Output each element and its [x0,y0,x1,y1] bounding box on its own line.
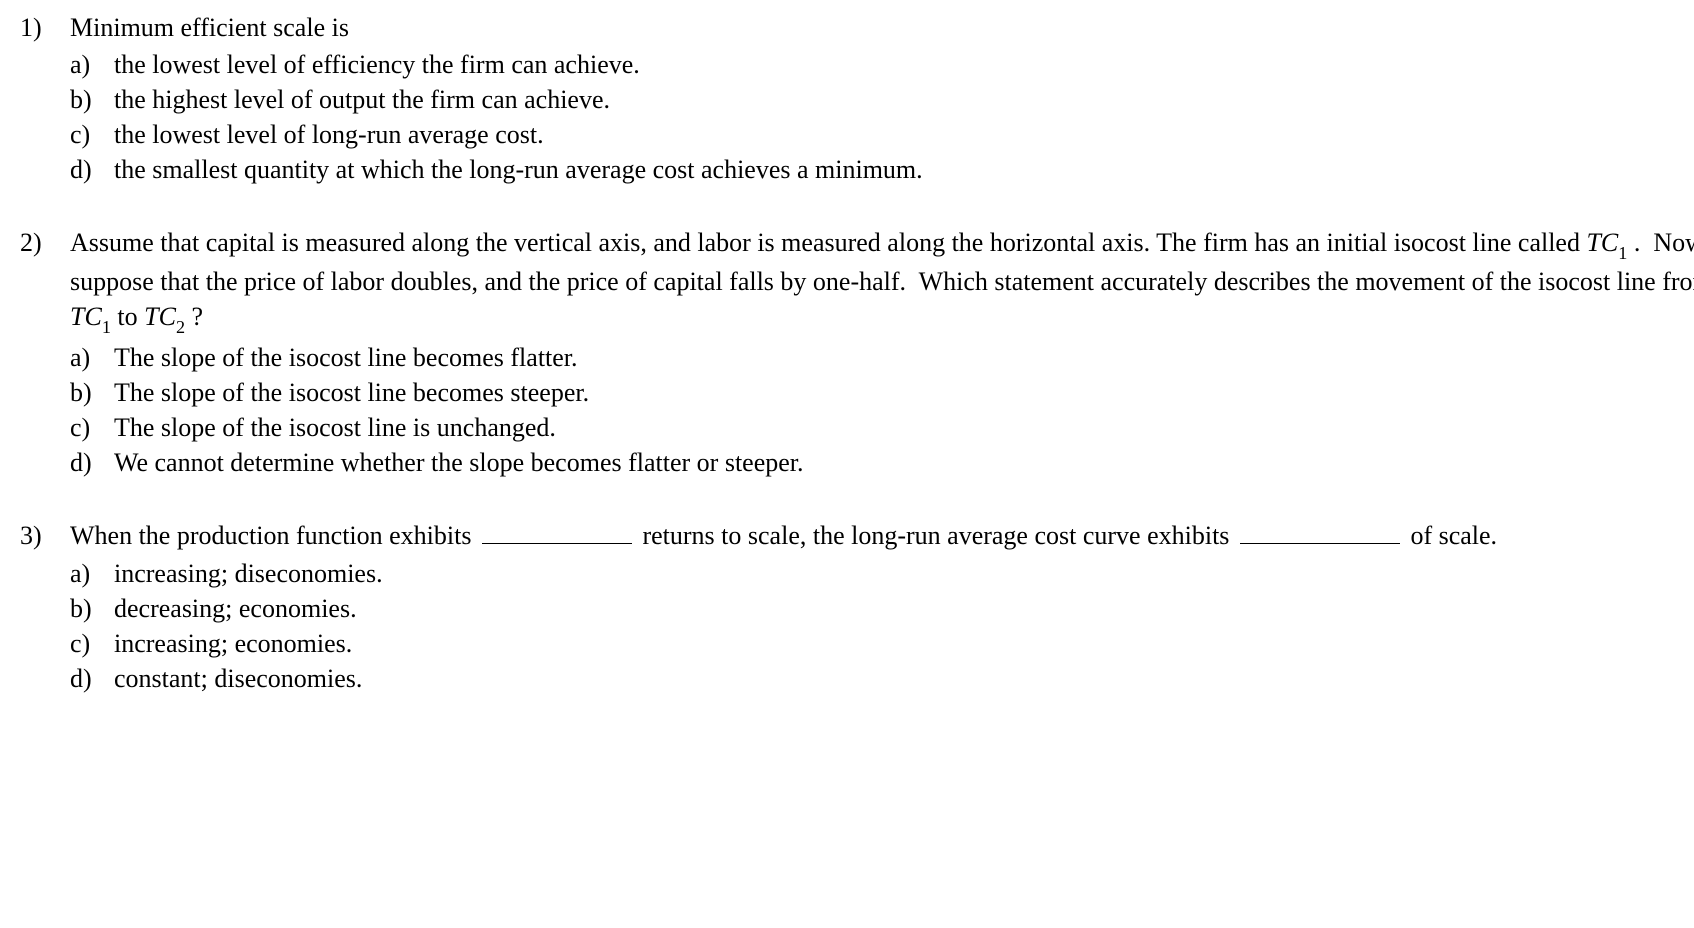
question-2: 2) Assume that capital is measured along… [20,225,1694,480]
option-d: d) constant; diseconomies. [70,661,1694,696]
option-a: a) the lowest level of efficiency the fi… [70,47,1694,82]
option-text: the smallest quantity at which the long-… [114,152,1694,187]
option-letter: d) [70,152,114,187]
option-letter: a) [70,556,114,591]
options-list: a) the lowest level of efficiency the fi… [20,47,1694,187]
option-c: c) increasing; economies. [70,626,1694,661]
option-text: We cannot determine whether the slope be… [114,445,1694,480]
option-text: The slope of the isocost line becomes fl… [114,340,1694,375]
option-text: The slope of the isocost line becomes st… [114,375,1694,410]
option-text: increasing; economies. [114,626,1694,661]
option-letter: d) [70,661,114,696]
option-text: the lowest level of long-run average cos… [114,117,1694,152]
option-c: c) The slope of the isocost line is unch… [70,410,1694,445]
option-text: constant; diseconomies. [114,661,1694,696]
question-stem-row: 2) Assume that capital is measured along… [20,225,1694,338]
option-text: decreasing; economies. [114,591,1694,626]
option-text: the lowest level of efficiency the firm … [114,47,1694,82]
question-stem-row: 1) Minimum efficient scale is [20,10,1694,45]
option-b: b) The slope of the isocost line becomes… [70,375,1694,410]
option-letter: a) [70,340,114,375]
question-1: 1) Minimum efficient scale is a) the low… [20,10,1694,187]
options-list: a) increasing; diseconomies. b) decreasi… [20,556,1694,696]
option-a: a) The slope of the isocost line becomes… [70,340,1694,375]
option-letter: c) [70,117,114,152]
question-number: 3) [20,518,70,553]
question-number: 2) [20,225,70,260]
option-a: a) increasing; diseconomies. [70,556,1694,591]
options-list: a) The slope of the isocost line becomes… [20,340,1694,480]
question-stem: Assume that capital is measured along th… [70,225,1694,338]
option-d: d) We cannot determine whether the slope… [70,445,1694,480]
option-letter: d) [70,445,114,480]
option-letter: b) [70,375,114,410]
option-c: c) the lowest level of long-run average … [70,117,1694,152]
question-stem: Minimum efficient scale is [70,10,1694,45]
question-stem-row: 3) When the production function exhibits… [20,518,1694,553]
option-letter: b) [70,82,114,117]
question-number: 1) [20,10,70,45]
question-stem: When the production function exhibits re… [70,518,1694,553]
question-3: 3) When the production function exhibits… [20,518,1694,695]
option-d: d) the smallest quantity at which the lo… [70,152,1694,187]
option-b: b) the highest level of output the firm … [70,82,1694,117]
option-b: b) decreasing; economies. [70,591,1694,626]
option-letter: a) [70,47,114,82]
option-text: The slope of the isocost line is unchang… [114,410,1694,445]
option-letter: c) [70,626,114,661]
option-letter: b) [70,591,114,626]
option-letter: c) [70,410,114,445]
option-text: the highest level of output the firm can… [114,82,1694,117]
option-text: increasing; diseconomies. [114,556,1694,591]
